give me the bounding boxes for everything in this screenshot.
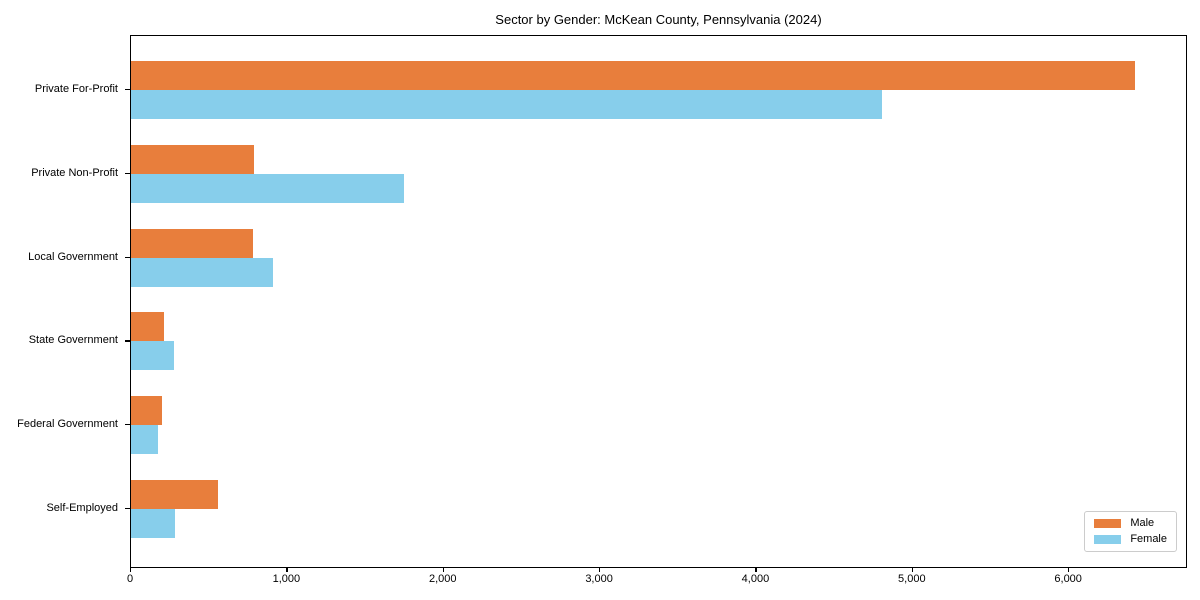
x-tick-2000 [442, 568, 444, 572]
bar-female-private-for-profit [131, 90, 882, 119]
y-tick-federal-government [125, 424, 130, 426]
x-tick-label-5000: 5,000 [898, 573, 926, 585]
bar-male-self-employed [131, 480, 218, 509]
bar-male-local-government [131, 228, 253, 258]
female-swatch [1094, 535, 1122, 544]
y-axis-label-state-government: State Government [28, 334, 118, 347]
bar-female-local-government [131, 257, 274, 287]
x-tick-6000 [1068, 568, 1070, 572]
y-tick-private-for-profit [125, 89, 130, 91]
bar-female-self-employed [131, 509, 175, 538]
x-tick-label-3000: 3,000 [585, 573, 613, 585]
chart-title: Sector by Gender: McKean County, Pennsyl… [495, 12, 822, 27]
x-tick-1000 [286, 568, 288, 572]
bar-female-state-government [131, 341, 174, 371]
y-tick-self-employed [125, 508, 130, 510]
y-axis-label-federal-government: Federal Government [17, 418, 118, 431]
x-tick-label-1000: 1,000 [272, 573, 301, 585]
plot-area: Male Female [130, 35, 1187, 568]
x-tick-0 [130, 568, 132, 572]
x-tick-3000 [599, 568, 601, 572]
legend: Male Female [1084, 511, 1177, 552]
x-tick-5000 [911, 568, 913, 572]
bar-female-federal-government [131, 425, 158, 455]
legend-item-male: Male [1094, 518, 1167, 529]
x-tick-label-0: 0 [126, 573, 134, 585]
y-axis-label-private-for-profit: Private For-Profit [34, 83, 118, 95]
x-tick-label-6000: 6,000 [1054, 573, 1082, 585]
bar-male-private-non-profit [131, 144, 254, 174]
x-tick-label-2000: 2,000 [428, 573, 457, 585]
legend-item-female: Female [1094, 534, 1167, 545]
x-tick-label-4000: 4,000 [741, 573, 770, 585]
x-tick-4000 [755, 568, 757, 572]
y-axis-label-local-government: Local Government [28, 250, 118, 263]
y-axis-label-self-employed: Self-Employed [46, 502, 118, 514]
male-swatch [1094, 519, 1122, 528]
y-tick-state-government [125, 340, 130, 342]
bar-female-private-non-profit [131, 173, 405, 203]
bar-male-state-government [131, 312, 164, 342]
legend-label-male: Male [1130, 517, 1155, 529]
y-axis-label-private-non-profit: Private Non-Profit [31, 166, 118, 179]
y-tick-local-government [125, 256, 130, 258]
legend-label-female: Female [1130, 533, 1167, 545]
bar-male-federal-government [131, 396, 163, 426]
y-tick-private-non-profit [125, 172, 130, 174]
bar-male-private-for-profit [131, 61, 1136, 90]
